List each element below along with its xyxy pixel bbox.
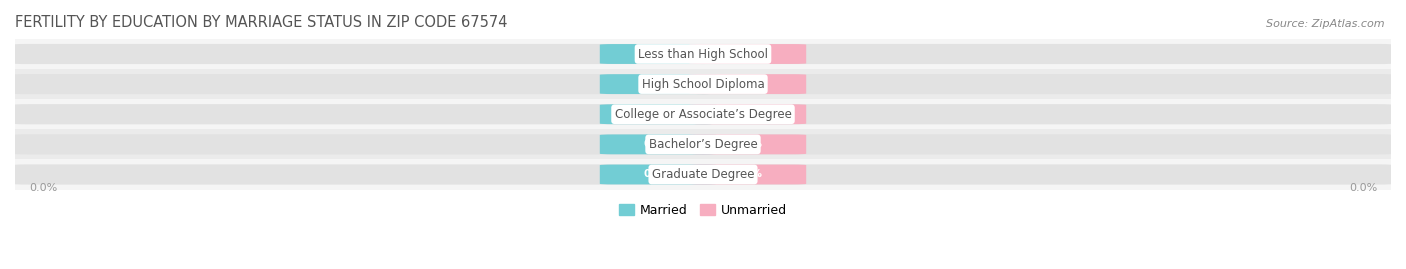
Text: High School Diploma: High School Diploma xyxy=(641,78,765,91)
FancyBboxPatch shape xyxy=(11,44,713,64)
FancyBboxPatch shape xyxy=(689,74,806,94)
Text: 0.0%: 0.0% xyxy=(28,183,58,193)
Bar xyxy=(15,99,1391,129)
FancyBboxPatch shape xyxy=(693,44,1395,64)
Text: College or Associate’s Degree: College or Associate’s Degree xyxy=(614,108,792,121)
Bar xyxy=(15,69,1391,99)
FancyBboxPatch shape xyxy=(600,134,717,154)
Text: 0.0%: 0.0% xyxy=(733,79,762,89)
FancyBboxPatch shape xyxy=(693,74,1395,94)
Bar xyxy=(15,160,1391,190)
Text: Source: ZipAtlas.com: Source: ZipAtlas.com xyxy=(1267,19,1385,29)
FancyBboxPatch shape xyxy=(600,74,717,94)
Text: 0.0%: 0.0% xyxy=(733,169,762,179)
Text: 0.0%: 0.0% xyxy=(644,109,673,119)
FancyBboxPatch shape xyxy=(600,165,717,185)
Text: FERTILITY BY EDUCATION BY MARRIAGE STATUS IN ZIP CODE 67574: FERTILITY BY EDUCATION BY MARRIAGE STATU… xyxy=(15,15,508,30)
Text: Bachelor’s Degree: Bachelor’s Degree xyxy=(648,138,758,151)
FancyBboxPatch shape xyxy=(600,104,717,124)
Legend: Married, Unmarried: Married, Unmarried xyxy=(613,199,793,222)
FancyBboxPatch shape xyxy=(689,44,806,64)
FancyBboxPatch shape xyxy=(11,104,713,124)
Text: Less than High School: Less than High School xyxy=(638,48,768,61)
FancyBboxPatch shape xyxy=(693,104,1395,124)
FancyBboxPatch shape xyxy=(693,134,1395,154)
FancyBboxPatch shape xyxy=(689,104,806,124)
FancyBboxPatch shape xyxy=(11,74,713,94)
FancyBboxPatch shape xyxy=(693,164,1395,185)
Bar xyxy=(15,129,1391,160)
Text: 0.0%: 0.0% xyxy=(1348,183,1378,193)
Text: 0.0%: 0.0% xyxy=(644,79,673,89)
Text: 0.0%: 0.0% xyxy=(733,49,762,59)
Text: 0.0%: 0.0% xyxy=(644,169,673,179)
Text: 0.0%: 0.0% xyxy=(644,49,673,59)
Bar xyxy=(15,39,1391,69)
Text: Graduate Degree: Graduate Degree xyxy=(652,168,754,181)
Text: 0.0%: 0.0% xyxy=(644,139,673,149)
FancyBboxPatch shape xyxy=(11,134,713,154)
FancyBboxPatch shape xyxy=(600,44,717,64)
Text: 0.0%: 0.0% xyxy=(733,139,762,149)
Text: 0.0%: 0.0% xyxy=(733,109,762,119)
FancyBboxPatch shape xyxy=(689,134,806,154)
FancyBboxPatch shape xyxy=(689,165,806,185)
FancyBboxPatch shape xyxy=(11,164,713,185)
